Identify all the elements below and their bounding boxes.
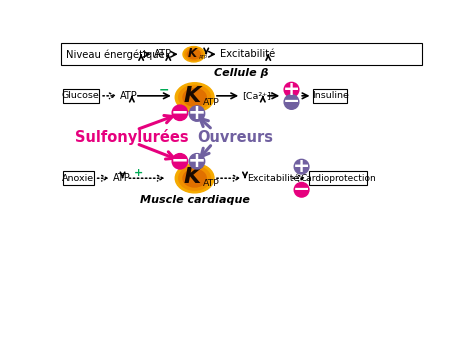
FancyBboxPatch shape (63, 171, 94, 185)
Text: +: + (188, 151, 206, 171)
Text: Anoxie: Anoxie (62, 174, 94, 183)
Text: Excitabilité: Excitabilité (220, 49, 276, 59)
Ellipse shape (183, 169, 206, 187)
Text: −: − (293, 180, 310, 199)
Text: −: − (171, 102, 189, 122)
Text: Excitabilité: Excitabilité (247, 174, 300, 183)
Ellipse shape (175, 83, 214, 112)
Text: +: + (134, 168, 143, 178)
FancyBboxPatch shape (309, 171, 367, 185)
Text: ATP: ATP (203, 98, 220, 107)
Text: Sulfonylurées: Sulfonylurées (75, 129, 188, 145)
FancyBboxPatch shape (63, 89, 99, 103)
Text: [Ca²⁺]ᴵ: [Ca²⁺]ᴵ (242, 91, 273, 100)
Text: Glucose: Glucose (62, 91, 100, 100)
Text: K: K (188, 47, 197, 60)
FancyBboxPatch shape (61, 44, 422, 65)
Ellipse shape (183, 88, 206, 106)
Text: Cellule β: Cellule β (214, 68, 269, 78)
Text: ATP: ATP (154, 49, 172, 59)
Ellipse shape (179, 85, 211, 109)
Circle shape (172, 105, 188, 120)
Text: Niveau énergétique: Niveau énergétique (66, 49, 165, 59)
Circle shape (189, 106, 205, 121)
Circle shape (172, 154, 188, 169)
Ellipse shape (175, 164, 214, 193)
Ellipse shape (183, 47, 205, 62)
Text: Muscle cardiaque: Muscle cardiaque (140, 195, 250, 205)
Text: −: − (159, 84, 169, 97)
Ellipse shape (185, 48, 203, 61)
Circle shape (294, 182, 309, 197)
Ellipse shape (187, 50, 200, 59)
Text: ATP: ATP (120, 91, 138, 101)
Text: Ouvreurs: Ouvreurs (197, 130, 273, 145)
Text: −: − (283, 92, 300, 111)
Circle shape (284, 95, 299, 109)
Text: ATP: ATP (203, 179, 220, 188)
Text: ATP: ATP (199, 55, 208, 60)
Text: −: − (171, 151, 189, 171)
Text: ATP: ATP (112, 173, 130, 183)
Text: +: + (293, 157, 310, 176)
Circle shape (189, 154, 205, 169)
Ellipse shape (179, 166, 211, 190)
Text: +: + (283, 80, 300, 99)
Text: +: + (188, 103, 206, 123)
FancyBboxPatch shape (313, 89, 347, 103)
Text: K: K (184, 167, 201, 187)
Text: Cardioprotection: Cardioprotection (300, 174, 376, 183)
Circle shape (284, 82, 299, 97)
Text: Insuline: Insuline (312, 91, 349, 100)
Text: K: K (184, 86, 201, 106)
Circle shape (294, 159, 309, 174)
